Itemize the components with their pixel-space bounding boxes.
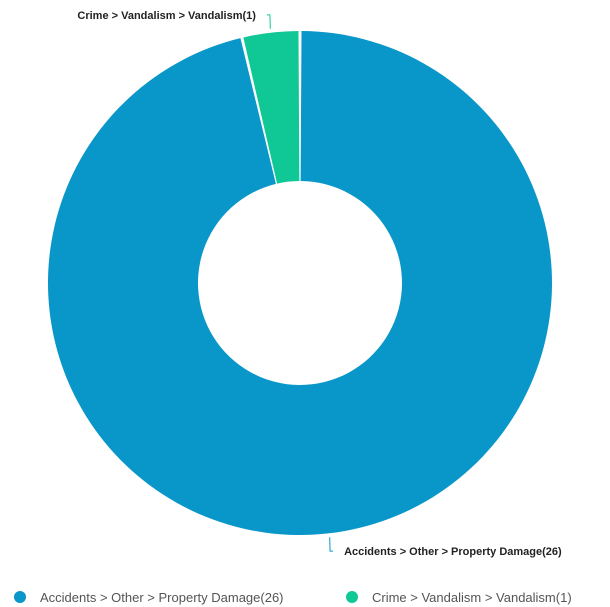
- legend-marker-accidents: [14, 591, 26, 603]
- slice-accidents[interactable]: [47, 31, 552, 536]
- legend-item-crime[interactable]: Crime > Vandalism > Vandalism(1): [346, 587, 572, 607]
- legend-label-accidents: Accidents > Other > Property Damage(26): [40, 589, 284, 605]
- chart-legend: Accidents > Other > Property Damage(26) …: [0, 587, 610, 607]
- slice-crime[interactable]: [243, 31, 300, 184]
- slice-label-accidents: Accidents > Other > Property Damage(26): [344, 546, 562, 558]
- donut-chart: Accidents > Other > Property Damage(26) C…: [47, 10, 562, 558]
- legend-item-accidents[interactable]: Accidents > Other > Property Damage(26): [14, 587, 284, 607]
- legend-marker-crime: [346, 591, 358, 603]
- legend-label-crime: Crime > Vandalism > Vandalism(1): [372, 589, 572, 605]
- slice-label-crime: Crime > Vandalism > Vandalism(1): [77, 10, 256, 22]
- leader-line: [266, 14, 271, 29]
- leader-line: [329, 537, 334, 552]
